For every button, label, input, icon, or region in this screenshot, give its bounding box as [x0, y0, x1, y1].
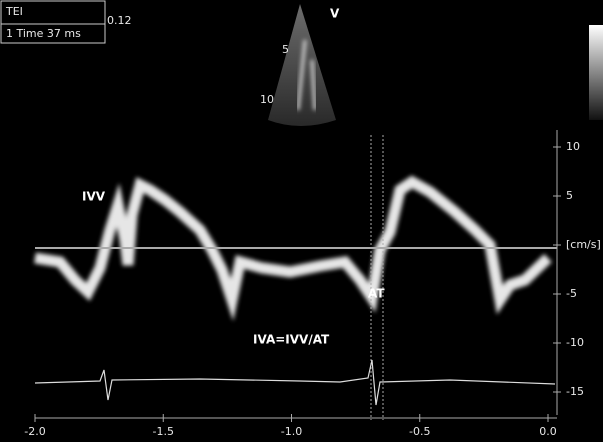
x-tick-label: -2.0 [24, 425, 45, 438]
doppler-screen: TEI 1 Time 37 ms 0.12 V 5 10 IVV AT IVA=… [0, 0, 603, 442]
measurement: 1 Time 37 ms [6, 27, 81, 40]
annotation-at: AT [368, 287, 385, 301]
x-tick-label: 0.0 [539, 425, 557, 438]
mode-label: TEI [5, 5, 23, 18]
view-label: V [330, 7, 340, 21]
y-tick-label: -10 [566, 336, 584, 349]
annotation-formula: IVA=IVV/AT [253, 333, 330, 347]
y-tick-label: -15 [566, 385, 584, 398]
y-tick-label: -5 [566, 287, 577, 300]
depth-tick: 10 [260, 93, 274, 106]
y-tick-label: [cm/s] [566, 238, 601, 251]
y-tick-label: 10 [566, 140, 580, 153]
depth-tick: 5 [282, 43, 289, 56]
gray-scale-bar [589, 25, 603, 120]
scale: 0.12 [107, 14, 132, 27]
y-tick-label: 5 [566, 189, 573, 202]
x-tick-label: -1.0 [281, 425, 302, 438]
x-tick-label: -1.5 [153, 425, 174, 438]
x-tick-label: -0.5 [409, 425, 430, 438]
annotation-ivv: IVV [82, 190, 106, 204]
